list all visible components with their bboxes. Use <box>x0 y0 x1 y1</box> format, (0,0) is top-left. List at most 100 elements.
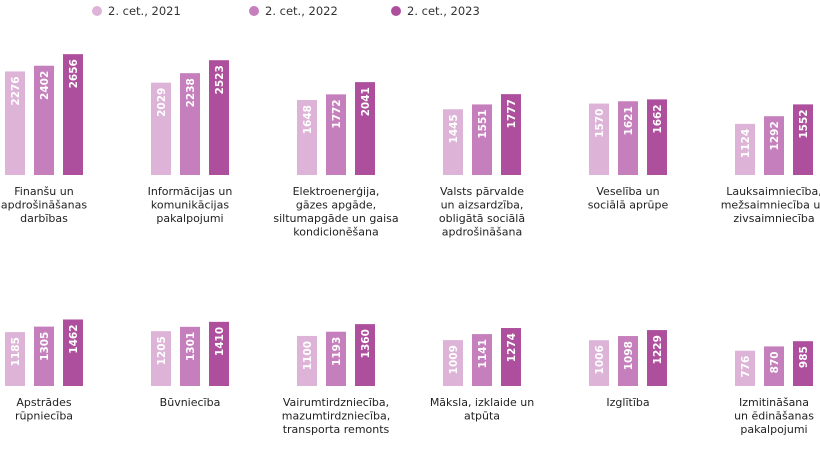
bar <box>5 332 25 386</box>
bar-group: 1124 <box>735 123 755 175</box>
bar-group: 1185 <box>5 332 25 386</box>
bar-group: 1662 <box>647 99 667 175</box>
category-label: Būvniecība <box>160 396 221 409</box>
legend-label: 2. cet., 2023 <box>407 4 480 18</box>
bar <box>151 331 171 386</box>
bar-value-label: 2523 <box>214 65 226 94</box>
bar <box>472 104 492 175</box>
category-label: Valsts pārvalde <box>440 185 524 198</box>
category-label: Izglītība <box>606 396 649 409</box>
bar-value-label: 1141 <box>477 339 489 368</box>
legend-item: 2. cet., 2022 <box>249 4 338 18</box>
bar-value-label: 2029 <box>156 88 168 117</box>
bar-group: 1410 <box>209 321 229 386</box>
bar-value-label: 2656 <box>68 59 80 88</box>
bar-value-label: 1551 <box>477 109 489 138</box>
bar-group: 2029 <box>151 82 171 175</box>
bar-group: 2402 <box>34 65 54 175</box>
bar-value-label: 1777 <box>506 99 518 128</box>
panel: 2029 2238 2523 Informācijas unkomunikācijas… <box>148 60 233 225</box>
bar-value-label: 1301 <box>185 332 197 361</box>
bar-value-label: 1772 <box>331 99 343 128</box>
bar-group: 1360 <box>355 324 375 386</box>
bar-group: 2523 <box>209 60 229 175</box>
bar-value-label: 1292 <box>769 121 781 150</box>
bar <box>443 340 463 386</box>
bar-group: 1772 <box>326 94 346 175</box>
bar <box>793 104 813 175</box>
bar <box>34 326 54 386</box>
category-label: Vairumtirdzniecība, <box>283 396 389 409</box>
bar-group: 2041 <box>355 82 375 175</box>
bar <box>297 100 317 175</box>
category-label: komunikācijas <box>151 199 229 212</box>
panel: 1205 1301 1410 Būvniecība <box>151 321 229 409</box>
bar-value-label: 1462 <box>68 324 80 353</box>
category-label: Apstrādes <box>16 396 72 409</box>
bar <box>63 319 83 386</box>
bar <box>180 326 200 386</box>
bar-group: 1552 <box>793 104 813 175</box>
bar <box>34 65 54 175</box>
bar <box>180 73 200 175</box>
bar-value-label: 1648 <box>302 105 314 134</box>
category-label: apdrošināšana <box>442 226 522 239</box>
category-label: mazumtirdzniecība, <box>282 410 391 423</box>
bar-group: 1100 <box>297 335 317 386</box>
bar-group: 2656 <box>63 54 83 175</box>
bar <box>647 99 667 175</box>
bar-value-label: 1098 <box>623 341 635 370</box>
category-label: Lauksaimniecība, <box>726 185 820 198</box>
bar-group: 1205 <box>151 331 171 386</box>
bar-value-label: 1193 <box>331 337 343 366</box>
bar-group: 1274 <box>501 328 521 386</box>
panel: 1100 1193 1360 Vairumtirdzniecība,mazumtird… <box>282 324 391 436</box>
legend-item: 2. cet., 2021 <box>92 4 181 18</box>
category-label: Finanšu un <box>14 185 73 198</box>
bar-group: 1570 <box>589 103 609 175</box>
category-label: un aizsardzība, <box>441 199 524 212</box>
category-label: Informācijas un <box>148 185 233 198</box>
bar <box>297 335 317 386</box>
bar-group: 1229 <box>647 330 667 386</box>
bar-value-label: 870 <box>769 351 781 373</box>
category-label: pakalpojumi <box>740 423 807 436</box>
bar-group: 1009 <box>443 340 463 386</box>
bar-value-label: 2276 <box>10 76 22 105</box>
bar <box>501 94 521 175</box>
bar-group: 1141 <box>472 334 492 386</box>
category-label: sociālā aprūpe <box>588 199 669 212</box>
bar-value-label: 1552 <box>798 109 810 138</box>
category-label: siltumapgāde un gaisa <box>273 212 398 225</box>
category-label: un ēdināšanas <box>734 410 814 423</box>
bar <box>326 331 346 386</box>
legend-label: 2. cet., 2021 <box>108 4 181 18</box>
bar-group: 870 <box>764 346 784 386</box>
bar-group: 1305 <box>34 326 54 386</box>
category-label: zivsaimniecība <box>733 212 814 225</box>
category-label: pakalpojumi <box>156 212 223 225</box>
category-label: Veselība un <box>596 185 659 198</box>
bar-group: 2238 <box>180 73 200 175</box>
bar-group: 1551 <box>472 104 492 175</box>
legend-marker <box>249 6 259 16</box>
bar-value-label: 1009 <box>448 345 460 374</box>
bar-group: 776 <box>735 350 755 386</box>
bar <box>793 341 813 386</box>
bar-value-label: 1360 <box>360 329 372 358</box>
category-label: Māksla, izklaide un <box>430 396 534 409</box>
category-label: gāzes apgāde, <box>296 199 376 212</box>
bar-value-label: 1662 <box>652 104 664 133</box>
bar <box>355 82 375 175</box>
bar-group: 1462 <box>63 319 83 386</box>
bar-value-label: 1570 <box>594 109 606 138</box>
bar-group: 1292 <box>764 116 784 175</box>
category-label: apdrošināšanas <box>1 199 87 212</box>
bar-group: 1777 <box>501 94 521 175</box>
bar-group: 1445 <box>443 109 463 175</box>
